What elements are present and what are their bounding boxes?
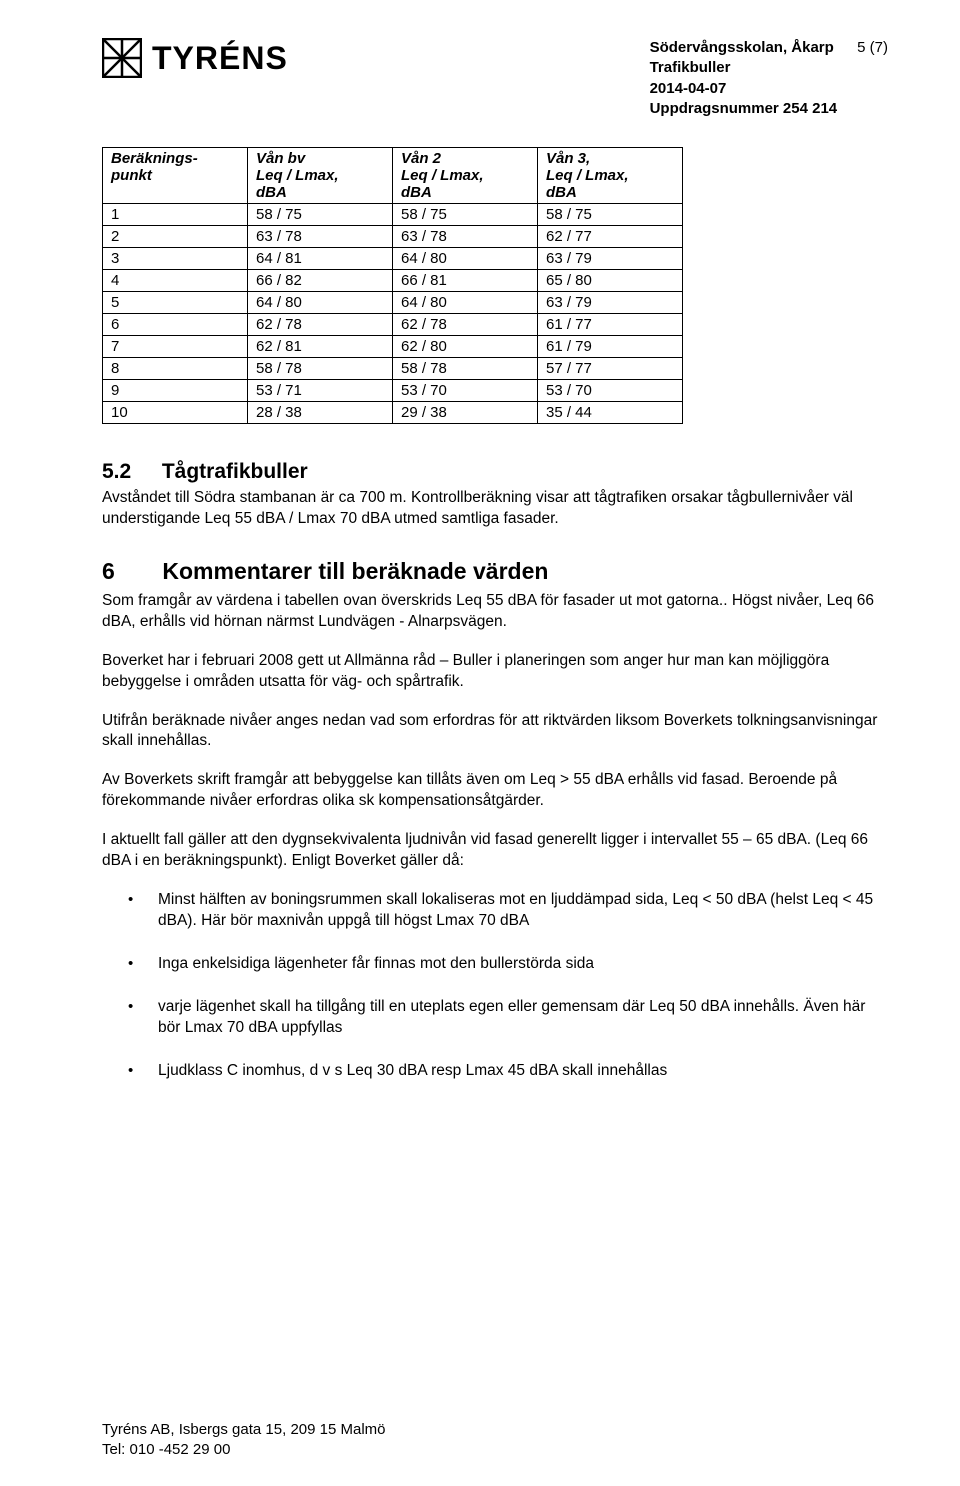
table-row: 858 / 7858 / 7857 / 77 bbox=[103, 358, 683, 380]
page-header: TYRÉNS Södervångsskolan, Åkarp Trafikbul… bbox=[102, 38, 888, 119]
footer-line2: Tel: 010 -452 29 00 bbox=[102, 1440, 386, 1460]
table-body: 158 / 7558 / 7558 / 75263 / 7863 / 7862 … bbox=[103, 204, 683, 424]
data-table: Beräknings- punkt Vån bv Leq / Lmax, dBA… bbox=[102, 147, 683, 424]
heading-6-title: Kommentarer till beräknade värden bbox=[162, 558, 548, 584]
heading-5-2-num: 5.2 bbox=[102, 460, 156, 484]
table-cell: 10 bbox=[103, 402, 248, 424]
table-cell: 57 / 77 bbox=[538, 358, 683, 380]
table-cell: 29 / 38 bbox=[393, 402, 538, 424]
table-cell: 8 bbox=[103, 358, 248, 380]
table-cell: 58 / 75 bbox=[538, 204, 683, 226]
page-number: 5 (7) bbox=[837, 38, 888, 58]
project-line1: Södervångsskolan, Åkarp bbox=[650, 38, 838, 58]
page-footer: Tyréns AB, Isbergs gata 15, 209 15 Malmö… bbox=[102, 1420, 386, 1461]
list-item: Minst hälften av boningsrummen skall lok… bbox=[128, 890, 888, 932]
table-cell: 62 / 81 bbox=[248, 336, 393, 358]
list-item: Ljudklass C inomhus, d v s Leq 30 dBA re… bbox=[128, 1061, 888, 1082]
header-date: 2014-04-07 bbox=[650, 79, 838, 99]
table-cell: 58 / 75 bbox=[248, 204, 393, 226]
logo-text: TYRÉNS bbox=[152, 40, 288, 77]
col-header-van-bv: Vån bv Leq / Lmax, dBA bbox=[248, 148, 393, 204]
table-cell: 61 / 79 bbox=[538, 336, 683, 358]
para-6-5: I aktuellt fall gäller att den dygnsekvi… bbox=[102, 830, 888, 872]
header-assignment: Uppdragsnummer 254 214 bbox=[650, 99, 838, 119]
table-cell: 58 / 78 bbox=[393, 358, 538, 380]
table-row: 662 / 7862 / 7861 / 77 bbox=[103, 314, 683, 336]
table-row: 466 / 8266 / 8165 / 80 bbox=[103, 270, 683, 292]
table-cell: 53 / 70 bbox=[393, 380, 538, 402]
para-6-1: Som framgår av värdena i tabellen ovan ö… bbox=[102, 591, 888, 633]
table-cell: 6 bbox=[103, 314, 248, 336]
table-row: 364 / 8164 / 8063 / 79 bbox=[103, 248, 683, 270]
page: TYRÉNS Södervångsskolan, Åkarp Trafikbul… bbox=[0, 0, 960, 1486]
logo-icon bbox=[102, 38, 142, 78]
table-cell: 58 / 78 bbox=[248, 358, 393, 380]
table-cell: 4 bbox=[103, 270, 248, 292]
table-cell: 64 / 80 bbox=[393, 248, 538, 270]
para-6-3: Utifrån beräknade nivåer anges nedan vad… bbox=[102, 711, 888, 753]
table-cell: 7 bbox=[103, 336, 248, 358]
table-cell: 63 / 79 bbox=[538, 248, 683, 270]
table-cell: 9 bbox=[103, 380, 248, 402]
table-cell: 66 / 81 bbox=[393, 270, 538, 292]
table-row: 1028 / 3829 / 3835 / 44 bbox=[103, 402, 683, 424]
table-cell: 1 bbox=[103, 204, 248, 226]
table-cell: 63 / 78 bbox=[393, 226, 538, 248]
table-cell: 58 / 75 bbox=[393, 204, 538, 226]
data-table-wrap: Beräknings- punkt Vån bv Leq / Lmax, dBA… bbox=[102, 147, 888, 424]
table-cell: 62 / 77 bbox=[538, 226, 683, 248]
footer-line1: Tyréns AB, Isbergs gata 15, 209 15 Malmö bbox=[102, 1420, 386, 1440]
table-cell: 64 / 80 bbox=[393, 292, 538, 314]
para-6-4: Av Boverkets skrift framgår att bebyggel… bbox=[102, 770, 888, 812]
table-cell: 65 / 80 bbox=[538, 270, 683, 292]
table-row: 263 / 7863 / 7862 / 77 bbox=[103, 226, 683, 248]
table-cell: 2 bbox=[103, 226, 248, 248]
para-6-2: Boverket har i februari 2008 gett ut All… bbox=[102, 651, 888, 693]
table-header-row: Beräknings- punkt Vån bv Leq / Lmax, dBA… bbox=[103, 148, 683, 204]
col-header-point: Beräknings- punkt bbox=[103, 148, 248, 204]
list-item: varje lägenhet skall ha tillgång till en… bbox=[128, 997, 888, 1039]
heading-5-2-title: Tågtrafikbuller bbox=[162, 460, 308, 483]
table-cell: 62 / 78 bbox=[393, 314, 538, 336]
table-row: 762 / 8162 / 8061 / 79 bbox=[103, 336, 683, 358]
table-row: 158 / 7558 / 7558 / 75 bbox=[103, 204, 683, 226]
table-cell: 61 / 77 bbox=[538, 314, 683, 336]
header-meta: Södervångsskolan, Åkarp Trafikbuller 201… bbox=[650, 38, 838, 119]
table-row: 953 / 7153 / 7053 / 70 bbox=[103, 380, 683, 402]
table-cell: 63 / 79 bbox=[538, 292, 683, 314]
table-cell: 63 / 78 bbox=[248, 226, 393, 248]
table-cell: 64 / 80 bbox=[248, 292, 393, 314]
table-cell: 53 / 71 bbox=[248, 380, 393, 402]
table-row: 564 / 8064 / 8063 / 79 bbox=[103, 292, 683, 314]
col-header-van-2: Vån 2 Leq / Lmax, dBA bbox=[393, 148, 538, 204]
table-cell: 62 / 80 bbox=[393, 336, 538, 358]
list-item: Inga enkelsidiga lägenheter får finnas m… bbox=[128, 954, 888, 975]
bullet-list: Minst hälften av boningsrummen skall lok… bbox=[128, 890, 888, 1082]
table-cell: 62 / 78 bbox=[248, 314, 393, 336]
table-head: Beräknings- punkt Vån bv Leq / Lmax, dBA… bbox=[103, 148, 683, 204]
table-cell: 28 / 38 bbox=[248, 402, 393, 424]
heading-5-2: 5.2 Tågtrafikbuller bbox=[102, 460, 888, 484]
table-cell: 66 / 82 bbox=[248, 270, 393, 292]
project-line2: Trafikbuller bbox=[650, 58, 838, 78]
table-cell: 53 / 70 bbox=[538, 380, 683, 402]
heading-6: 6 Kommentarer till beräknade värden bbox=[102, 558, 888, 585]
heading-6-num: 6 bbox=[102, 558, 156, 585]
table-cell: 3 bbox=[103, 248, 248, 270]
table-cell: 64 / 81 bbox=[248, 248, 393, 270]
table-cell: 35 / 44 bbox=[538, 402, 683, 424]
logo-block: TYRÉNS bbox=[102, 38, 288, 78]
para-5-2-1: Avståndet till Södra stambanan är ca 700… bbox=[102, 488, 888, 530]
col-header-van-3: Vån 3, Leq / Lmax, dBA bbox=[538, 148, 683, 204]
table-cell: 5 bbox=[103, 292, 248, 314]
